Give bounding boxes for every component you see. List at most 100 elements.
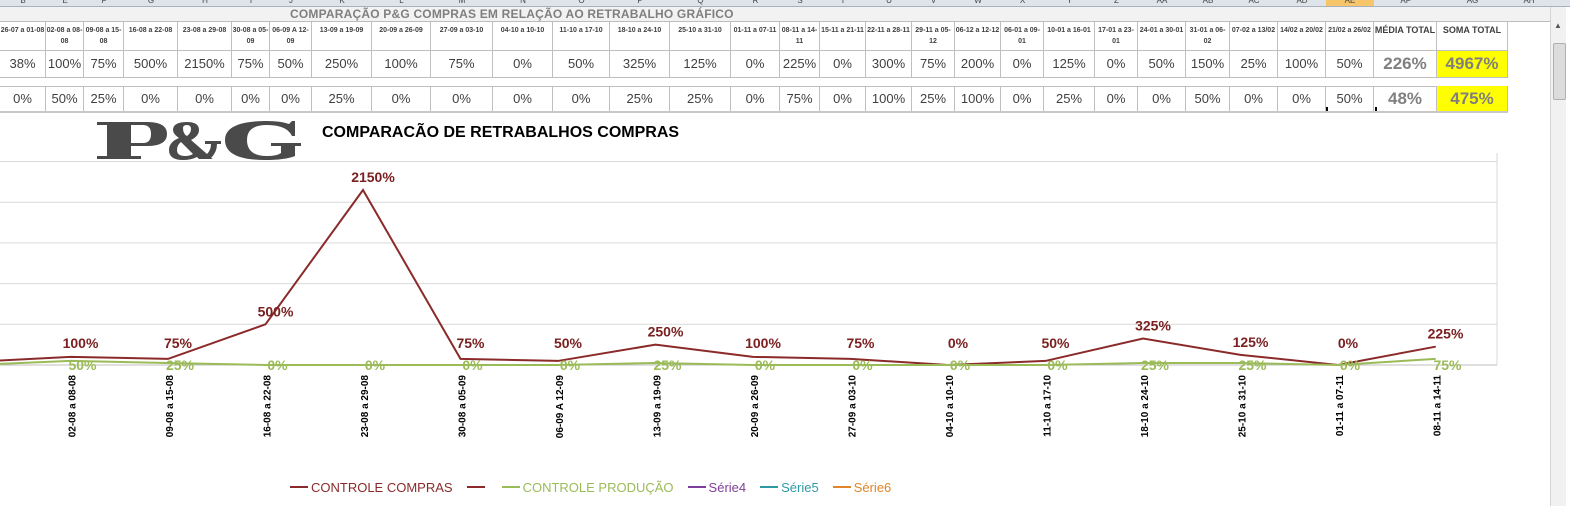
row1-cell[interactable]: 125% [1044,51,1095,78]
header-cell[interactable]: 25-10 a 31-10 [670,22,731,51]
row2-cell[interactable]: 0% [232,86,270,112]
row2-cell[interactable]: 0% [1095,86,1138,112]
header-cell[interactable]: 06-01 a 09-01 [1001,22,1044,51]
data-grid[interactable]: 26-07 a 01-08 02-08 a 08-08 09-08 a 15-08 1… [0,22,1508,112]
row2-cell[interactable]: 0% [372,86,431,112]
row2-cell[interactable]: 50% [1186,86,1230,112]
column-letter[interactable]: R [752,0,759,5]
scroll-thumb[interactable] [1553,43,1566,100]
row1-cell[interactable]: 200% [955,51,1001,78]
column-letter[interactable]: K [339,0,345,5]
spacer-row[interactable] [0,78,1508,87]
header-cell[interactable]: 07-02 a 13/02 [1230,22,1278,51]
column-letter[interactable]: Z [1114,0,1119,5]
sheet-title-row[interactable]: COMPARAÇÃO P&G COMPRAS EM RELAÇÃO AO RET… [0,7,1550,22]
header-cell[interactable]: 24-01 a 30-01 [1138,22,1186,51]
row1-cell[interactable]: 100% [1278,51,1326,78]
row2-cell[interactable]: 0% [820,86,866,112]
column-letter[interactable]: H [202,0,208,5]
row1-soma-total[interactable]: 4967% [1437,51,1508,78]
column-letter[interactable]: F [101,0,107,5]
row1-cell[interactable]: 325% [610,51,670,78]
column-letter[interactable]: AE [1344,0,1356,5]
header-cell[interactable]: 10-01 a 16-01 [1044,22,1095,51]
row1-cell[interactable]: 50% [1138,51,1186,78]
row1-media-total[interactable]: 226% [1374,51,1437,78]
header-cell[interactable]: 21/02 a 26/02 [1326,22,1374,51]
row2-cell[interactable]: 0% [124,86,178,112]
media-total-header[interactable]: MÉDIA TOTAL [1374,22,1437,51]
header-cell[interactable]: 18-10 a 24-10 [610,22,670,51]
legend-item[interactable]: CONTROLE PRODUÇÃO [501,480,674,495]
row1-cell[interactable]: 250% [312,51,372,78]
column-letter[interactable]: S [797,0,803,5]
column-letter[interactable]: AA [1156,0,1168,5]
legend-item[interactable]: CONTROLE COMPRAS [290,480,453,495]
header-cell[interactable]: 17-01 a 23-01 [1095,22,1138,51]
row1-cell[interactable]: 100% [372,51,431,78]
column-letter[interactable]: I [249,0,253,5]
row1-cell[interactable]: 125% [670,51,731,78]
scroll-up-arrow-icon[interactable]: ▲ [1554,21,1562,30]
row1-cell[interactable]: 75% [232,51,270,78]
header-cell[interactable]: 31-01 a 06-02 [1186,22,1230,51]
column-letter[interactable]: L [399,0,404,5]
row1-cell[interactable]: 225% [780,51,820,78]
column-letter[interactable]: AH [1523,0,1535,5]
row2-cell[interactable]: 25% [1044,86,1095,112]
legend-item[interactable] [466,486,488,488]
row1-cell[interactable]: 2150% [178,51,232,78]
row2-cell[interactable]: 0% [270,86,312,112]
column-header-bar[interactable]: B E F G H I J K L M N O P Q R S T U V W X Y Z AA AB AC AD AE AF AG AH [0,0,1570,7]
row1-cell[interactable]: 0% [493,51,553,78]
chart-legend[interactable]: CONTROLE COMPRAS CONTROLE PRODUÇÃO Série4 S… [290,478,905,496]
header-cell[interactable]: 29-11 a 05-12 [912,22,955,51]
header-cell[interactable]: 26-07 a 01-08 [0,22,46,51]
row2-cell[interactable]: 0% [1001,86,1044,112]
header-cell[interactable]: 20-09 a 26-09 [372,22,431,51]
row1-cell[interactable]: 0% [731,51,780,78]
row1-cell[interactable]: 75% [84,51,124,78]
header-cell[interactable]: 06-12 a 12-12 [955,22,1001,51]
row2-cell[interactable]: 100% [866,86,912,112]
row2-cell[interactable]: 0% [1138,86,1186,112]
row1-cell[interactable]: 0% [1095,51,1138,78]
column-letter[interactable]: B [20,0,26,5]
column-letter[interactable]: M [458,0,466,5]
column-letter[interactable]: J [289,0,293,5]
row1-cell[interactable]: 300% [866,51,912,78]
header-cell[interactable]: 23-08 a 29-08 [178,22,232,51]
row2-cell[interactable]: 0% [0,86,46,112]
column-letter[interactable]: AC [1248,0,1260,5]
column-letter[interactable]: AG [1466,0,1479,5]
header-cell[interactable]: 27-09 a 03-10 [431,22,493,51]
row1-cell[interactable]: 150% [1186,51,1230,78]
row1-cell[interactable]: 38% [0,51,46,78]
column-letter[interactable]: AB [1202,0,1214,5]
row1-cell[interactable]: 75% [431,51,493,78]
row2-cell[interactable]: 50% [46,86,84,112]
header-cell[interactable]: 02-08 a 08-08 [46,22,84,51]
header-cell[interactable]: 01-11 a 07-11 [731,22,780,51]
header-cell[interactable]: 22-11 a 28-11 [866,22,912,51]
header-cell[interactable]: 15-11 a 21-11 [820,22,866,51]
chart-area[interactable]: 100% 75% 500% 2150% 75% 50% 250% 100% 75% 0% 50% 32… [0,113,1508,506]
column-letter[interactable]: G [147,0,155,5]
row2-cell[interactable]: 0% [1230,86,1278,112]
row2-cell[interactable]: 25% [312,86,372,112]
header-cell[interactable]: 14/02 a 20/02 [1278,22,1326,51]
column-letter[interactable]: AF [1400,0,1411,5]
row1-cell[interactable]: 100% [46,51,84,78]
row1-cell[interactable]: 500% [124,51,178,78]
legend-item[interactable]: Série4 [687,480,746,495]
header-cell[interactable]: 09-08 a 15-08 [84,22,124,51]
row1-cell[interactable]: 50% [553,51,610,78]
row2-cell[interactable]: 0% [178,86,232,112]
column-letter[interactable]: E [62,0,68,5]
column-letter[interactable]: W [974,0,982,5]
row2-cell[interactable]: 25% [670,86,731,112]
column-letter[interactable]: AD [1296,0,1308,5]
row2-cell[interactable]: 75% [780,86,820,112]
row2-cell[interactable]: 0% [431,86,493,112]
row2-cell[interactable]: 100% [955,86,1001,112]
